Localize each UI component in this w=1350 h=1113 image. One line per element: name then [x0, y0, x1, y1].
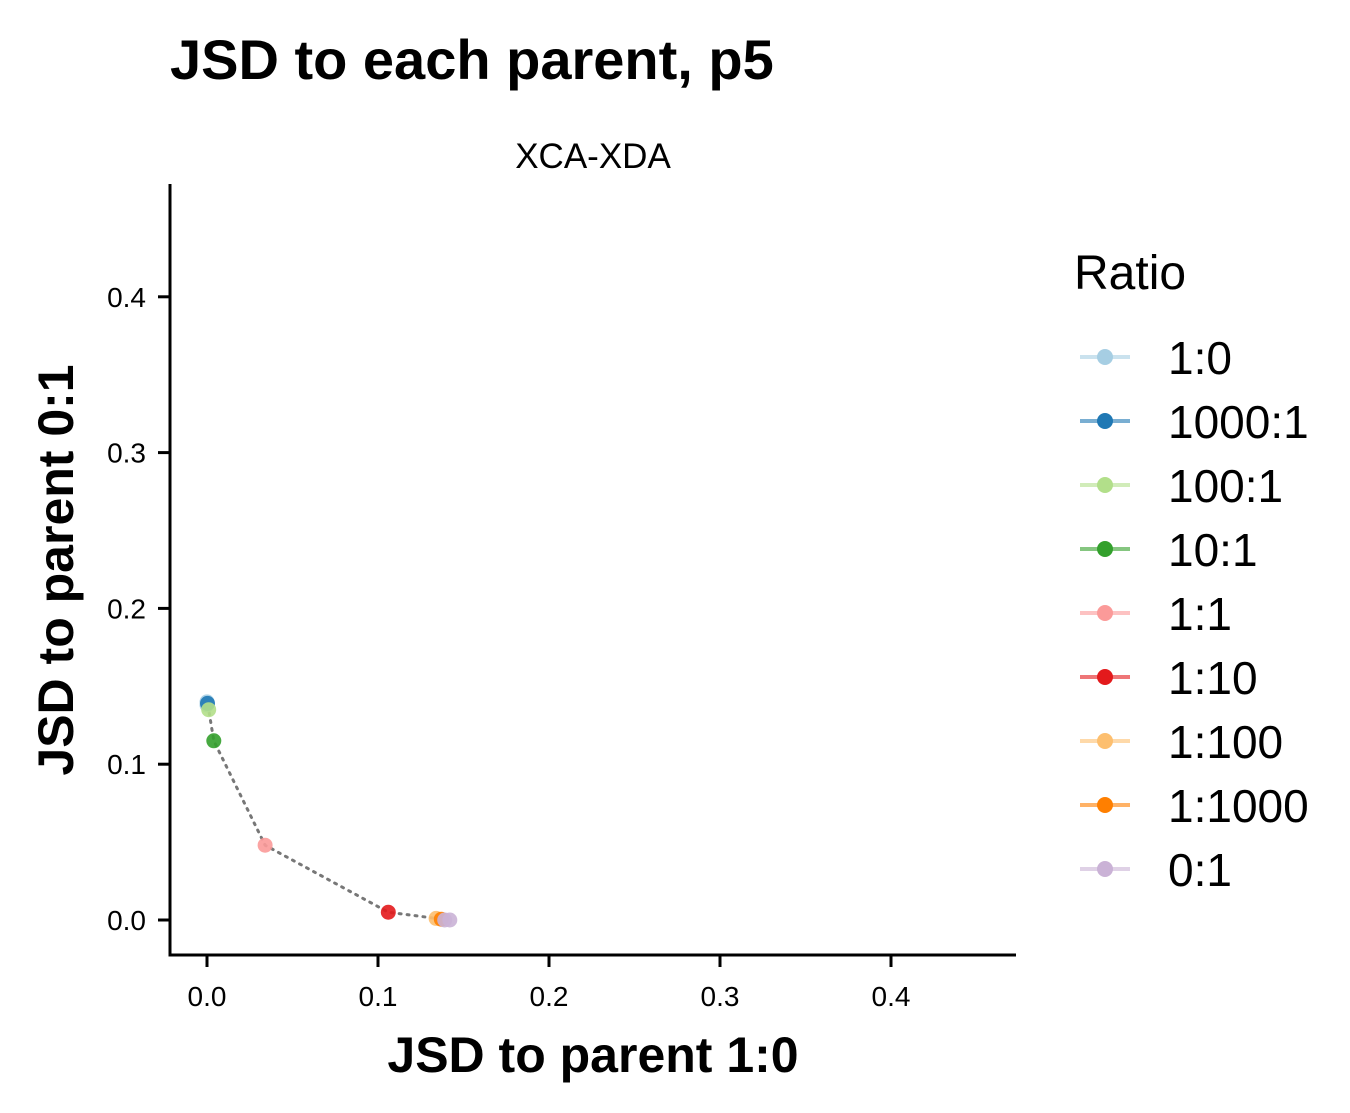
legend-key-dot [1097, 605, 1113, 621]
legend-label: 100:1 [1168, 460, 1283, 512]
legend-key-dot [1097, 477, 1113, 493]
data-point-100-1-0 [201, 702, 217, 718]
x-tick-label: 0.0 [188, 981, 227, 1012]
x-axis-label: JSD to parent 1:0 [387, 1027, 798, 1083]
legend-label: 0:1 [1168, 844, 1232, 896]
legend-key-dot [1097, 669, 1113, 685]
legend-key-dot [1097, 733, 1113, 749]
x-tick-label: 0.1 [359, 981, 398, 1012]
legend-item-1000-1: 1000:1 [1080, 396, 1309, 448]
plot-area [199, 694, 458, 928]
legend-key-dot [1097, 861, 1113, 877]
data-point-1-1-0 [257, 837, 273, 853]
legend-item-0-1: 0:1 [1080, 844, 1232, 896]
axis-ticks: 0.0 0.1 0.2 0.3 0.4 0.0 0.1 0.2 0.3 0.4 [107, 282, 910, 1012]
x-tick-label: 0.4 [872, 981, 911, 1012]
facet-label: XCA-XDA [515, 137, 671, 176]
legend-key-dot [1097, 413, 1113, 429]
legend-item-10-1: 10:1 [1080, 524, 1258, 576]
legend-label: 1000:1 [1168, 396, 1309, 448]
legend-item-1-1000: 1:1000 [1080, 780, 1309, 832]
legend-item-1-1: 1:1 [1080, 588, 1232, 640]
y-tick-label: 0.3 [107, 438, 146, 469]
y-axis-label: JSD to parent 0:1 [28, 364, 84, 775]
legend-label: 1:1000 [1168, 780, 1309, 832]
x-tick-label: 0.2 [530, 981, 569, 1012]
y-tick-label: 0.4 [107, 282, 146, 313]
legend-label: 1:0 [1168, 332, 1232, 384]
legend-item-1-10: 1:10 [1080, 652, 1258, 704]
data-point-10-1-0 [206, 733, 222, 749]
legend: Ratio 1:0 1000:1 100:1 10:1 1:1 1:10 1:100 1:10… [1074, 247, 1309, 896]
data-point-1-10-0 [380, 904, 396, 920]
y-tick-label: 0.2 [107, 593, 146, 624]
legend-key-dot [1097, 349, 1113, 365]
legend-item-100-1: 100:1 [1080, 460, 1283, 512]
legend-key-dot [1097, 541, 1113, 557]
trend-line [205, 703, 447, 922]
legend-label: 1:10 [1168, 652, 1258, 704]
legend-title: Ratio [1074, 247, 1186, 300]
data-point-0-1-1 [442, 912, 458, 928]
legend-item-1-0: 1:0 [1080, 332, 1232, 384]
x-tick-label: 0.3 [701, 981, 740, 1012]
legend-label: 10:1 [1168, 524, 1258, 576]
chart-title: JSD to each parent, p5 [170, 28, 774, 91]
y-tick-label: 0.1 [107, 749, 146, 780]
y-tick-label: 0.0 [107, 905, 146, 936]
legend-key-dot [1097, 797, 1113, 813]
legend-label: 1:1 [1168, 588, 1232, 640]
legend-item-1-100: 1:100 [1080, 716, 1283, 768]
legend-label: 1:100 [1168, 716, 1283, 768]
